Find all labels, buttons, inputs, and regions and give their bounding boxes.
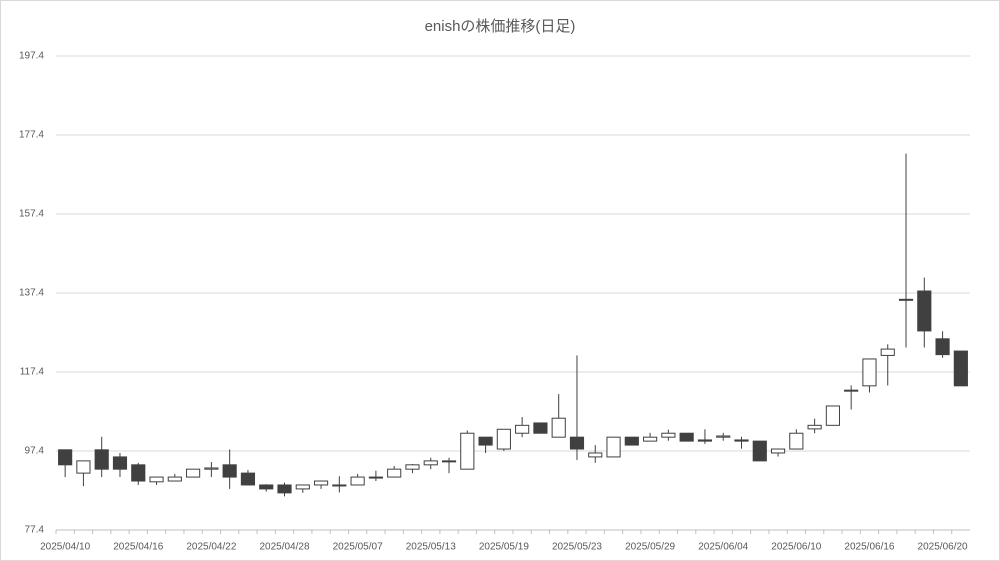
y-tick-label: 197.4 bbox=[19, 51, 44, 62]
candle-body bbox=[131, 464, 146, 482]
candle-body bbox=[167, 476, 182, 482]
candle-body bbox=[387, 468, 402, 478]
y-tick-label: 97.4 bbox=[25, 446, 45, 457]
candle-body bbox=[661, 432, 676, 438]
chart-title: enishの株価推移(日足) bbox=[425, 18, 576, 35]
candle-body bbox=[844, 389, 859, 392]
candle-body bbox=[624, 436, 639, 446]
y-tick-label: 177.4 bbox=[19, 130, 44, 141]
x-tick-label: 2025/05/13 bbox=[406, 542, 456, 553]
x-tick-label: 2025/05/19 bbox=[479, 542, 529, 553]
x-tick-label: 2025/06/20 bbox=[918, 542, 968, 553]
candle-body bbox=[898, 298, 914, 301]
candle-body bbox=[953, 350, 968, 387]
candle-body bbox=[368, 476, 383, 479]
candle-body bbox=[240, 472, 256, 486]
candle-body bbox=[862, 358, 877, 387]
candle-body bbox=[917, 290, 932, 332]
candle-body bbox=[112, 456, 128, 470]
candle-body bbox=[423, 460, 438, 466]
candle-body bbox=[569, 436, 585, 450]
x-tick-label: 2025/05/23 bbox=[552, 542, 602, 553]
x-tick-label: 2025/06/16 bbox=[844, 542, 894, 553]
candle-body bbox=[588, 452, 603, 458]
x-tick-label: 2025/06/04 bbox=[698, 542, 748, 553]
candle-body bbox=[58, 449, 73, 466]
candle-body bbox=[515, 424, 530, 434]
candle-body bbox=[551, 417, 566, 438]
candle-body bbox=[295, 484, 310, 490]
x-tick-label: 2025/05/07 bbox=[333, 542, 383, 553]
x-tick-label: 2025/06/10 bbox=[771, 542, 821, 553]
candle-body bbox=[770, 448, 786, 454]
y-tick-label: 77.4 bbox=[25, 525, 45, 536]
y-tick-label: 137.4 bbox=[19, 288, 44, 299]
candle-body bbox=[204, 467, 219, 470]
candle-body bbox=[752, 440, 767, 462]
candle-body bbox=[350, 476, 365, 486]
candle-body bbox=[313, 480, 329, 486]
y-tick-label: 117.4 bbox=[20, 367, 45, 378]
candle-body bbox=[734, 439, 749, 442]
candle-body bbox=[332, 484, 347, 487]
x-tick-label: 2025/04/22 bbox=[186, 542, 236, 553]
candle-body bbox=[606, 436, 621, 458]
candle-body bbox=[789, 432, 804, 450]
candle-body bbox=[222, 464, 237, 478]
candle-body bbox=[441, 460, 457, 463]
candle-body bbox=[697, 439, 713, 442]
x-tick-label: 2025/05/29 bbox=[625, 542, 675, 553]
candle-body bbox=[533, 422, 548, 434]
candle-body bbox=[679, 432, 694, 442]
candle-body bbox=[716, 435, 731, 438]
candle-body bbox=[643, 436, 658, 442]
candle-body bbox=[496, 428, 511, 450]
candle-body bbox=[807, 424, 822, 430]
candle-body bbox=[935, 338, 950, 356]
candle-body bbox=[76, 460, 91, 474]
candle-body bbox=[186, 468, 201, 478]
candle-body bbox=[149, 476, 164, 483]
y-tick-label: 157.4 bbox=[19, 209, 44, 220]
candle-body bbox=[277, 484, 292, 494]
candle-body bbox=[94, 449, 109, 470]
candle-body bbox=[259, 484, 274, 490]
candle-body bbox=[478, 436, 493, 446]
candle-body bbox=[880, 348, 895, 356]
x-tick-label: 2025/04/10 bbox=[40, 542, 90, 553]
candle-body bbox=[460, 432, 475, 470]
x-tick-label: 2025/04/28 bbox=[259, 542, 309, 553]
candle-body bbox=[405, 464, 420, 470]
x-tick-label: 2025/04/16 bbox=[113, 542, 163, 553]
candle-body bbox=[825, 405, 840, 426]
